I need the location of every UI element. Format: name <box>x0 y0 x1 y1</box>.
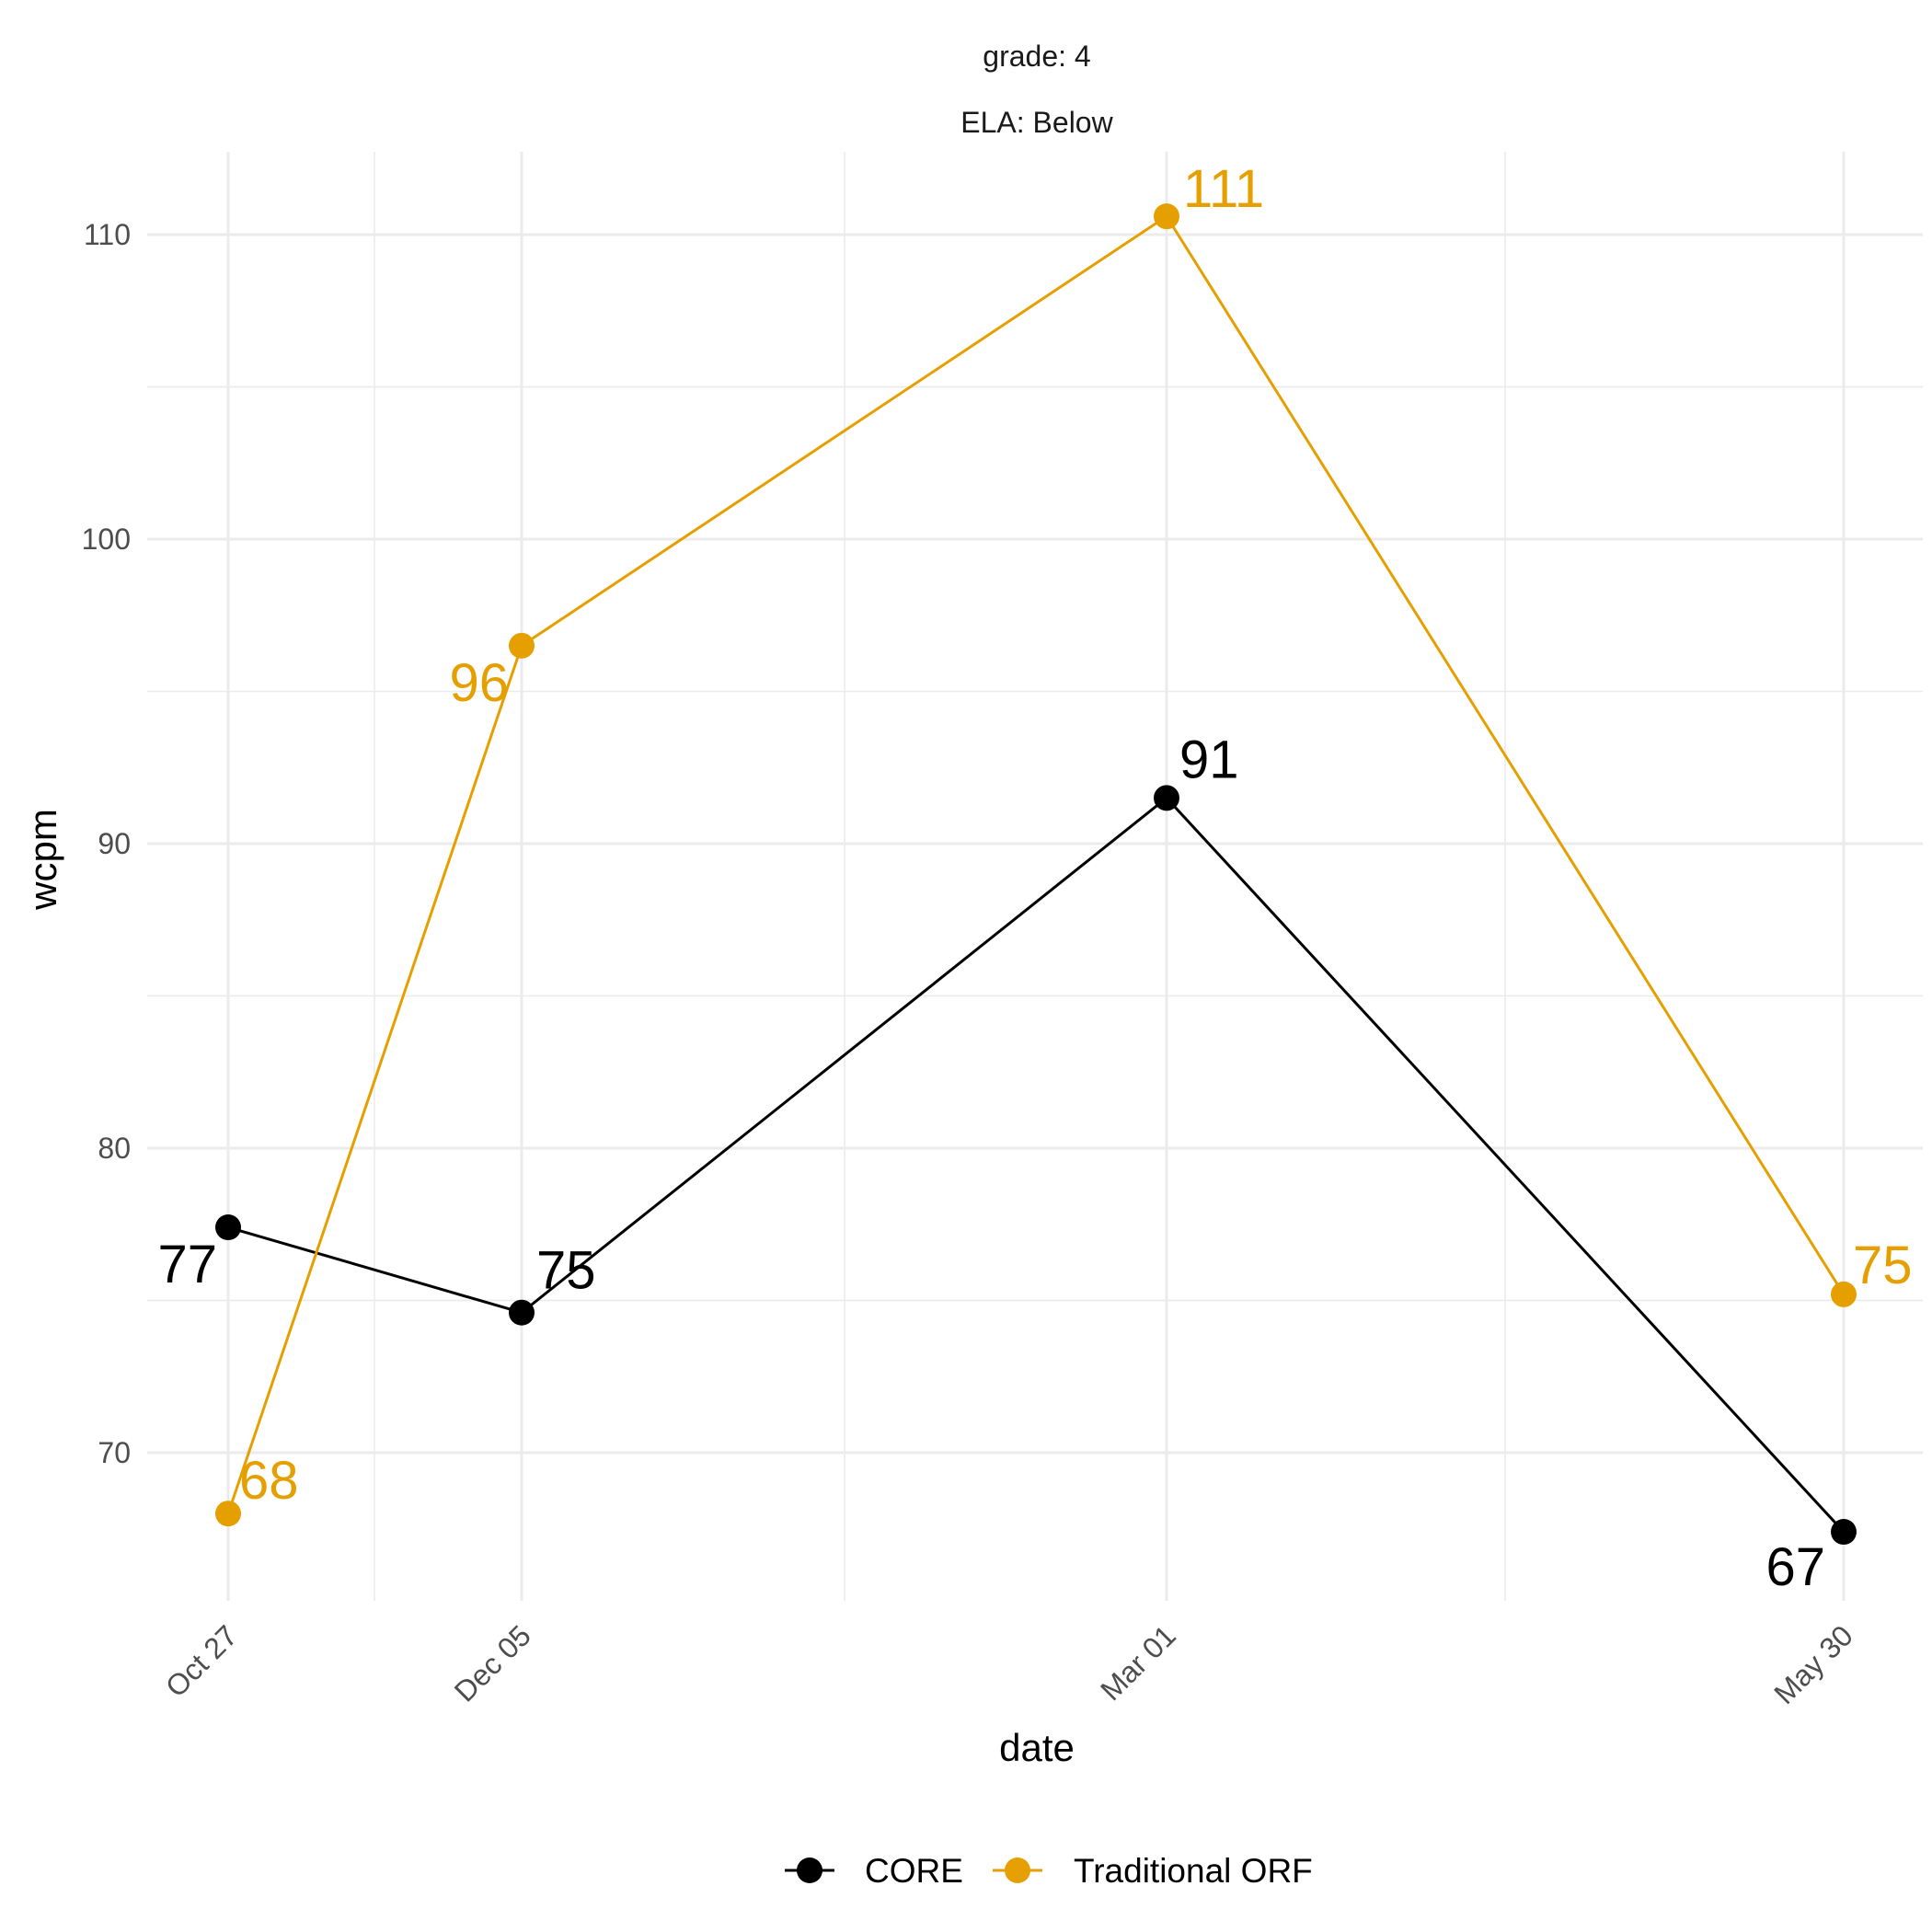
legend-label: Traditional ORF <box>1074 1852 1313 1890</box>
y-axis-title: wcpm <box>21 809 64 911</box>
y-tick-label: 90 <box>98 827 131 860</box>
legend-key-point <box>1005 1857 1030 1883</box>
data-label: 111 <box>1183 159 1264 219</box>
data-label: 96 <box>449 653 509 713</box>
x-tick-label: Mar 01 <box>1094 1618 1182 1707</box>
x-tick-label: May 30 <box>1767 1618 1859 1710</box>
y-axis-ticks: 70 80 90 100 110 <box>82 218 131 1469</box>
legend-label: CORE <box>865 1852 963 1890</box>
legend-key-point <box>797 1857 822 1883</box>
data-label: 75 <box>1853 1236 1913 1295</box>
series-points <box>215 203 1857 1546</box>
facet-strip-grade: grade: 4 <box>983 40 1090 73</box>
data-point <box>509 1299 535 1326</box>
data-label: 91 <box>1179 730 1239 789</box>
data-label: 67 <box>1765 1537 1825 1597</box>
series-line <box>227 796 1846 1534</box>
plot-grid <box>147 152 1923 1601</box>
data-label: 68 <box>239 1451 299 1511</box>
data-label: 75 <box>536 1241 596 1301</box>
data-point <box>215 1214 241 1241</box>
series-lines <box>226 214 1846 1534</box>
legend: CORE Traditional ORF <box>785 1852 1313 1890</box>
y-tick-label: 70 <box>98 1436 131 1469</box>
data-point <box>1154 785 1179 811</box>
x-axis-title: date <box>999 1726 1075 1769</box>
data-point <box>509 632 535 659</box>
data-point <box>1831 1519 1857 1546</box>
data-point <box>1831 1281 1857 1307</box>
x-tick-label: Dec 05 <box>448 1618 537 1708</box>
x-axis-ticks: Oct 27 Dec 05 Mar 01 May 30 <box>159 1618 1859 1710</box>
facet-strip-ela: ELA: Below <box>960 106 1113 139</box>
y-tick-label: 110 <box>84 218 131 251</box>
data-point <box>215 1501 241 1527</box>
data-labels: 77 75 91 67 68 96 111 75 <box>157 159 1912 1597</box>
y-tick-label: 80 <box>98 1132 131 1165</box>
series-line <box>226 214 1846 1514</box>
data-point <box>1154 203 1179 230</box>
x-tick-label: Oct 27 <box>159 1618 244 1703</box>
data-label: 77 <box>157 1235 217 1294</box>
y-tick-label: 100 <box>82 523 131 556</box>
